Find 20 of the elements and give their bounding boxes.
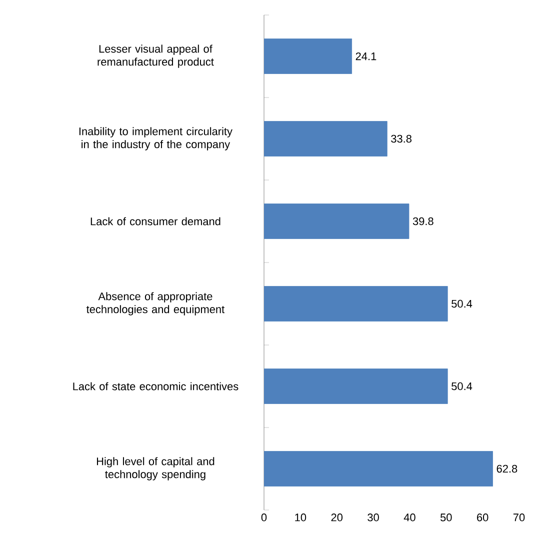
x-tick-label: 10 <box>295 514 306 522</box>
data-label: 62.8 <box>496 464 518 473</box>
x-tick-label: 20 <box>331 514 343 522</box>
y-tick-label: Lesser visual appeal of remanufactured product <box>98 44 214 68</box>
y-tick-label: Lack of consumer demand <box>90 217 220 226</box>
x-tick-label: 60 <box>477 514 488 522</box>
y-tick-label: Inability to implement circularity in the industry of the company <box>79 127 232 150</box>
x-tick-label: 0 <box>261 514 267 522</box>
y-tick-label: High level of capital and technology spending <box>96 457 214 480</box>
x-tick-label: 70 <box>513 514 525 522</box>
data-label: 50.4 <box>452 300 472 308</box>
x-tick-label: 50 <box>440 514 452 522</box>
x-tick-label: 40 <box>404 514 416 522</box>
y-tick-label: Absence of appropriate technologies and equipment <box>86 292 225 316</box>
data-label: 39.8 <box>412 217 434 226</box>
x-tick-label: 30 <box>368 514 379 522</box>
data-label: 33.8 <box>391 134 412 143</box>
y-tick-label: Lack of state economic incentives <box>73 382 238 390</box>
data-label: 50.4 <box>452 382 472 390</box>
data-label: 24.1 <box>356 52 376 60</box>
